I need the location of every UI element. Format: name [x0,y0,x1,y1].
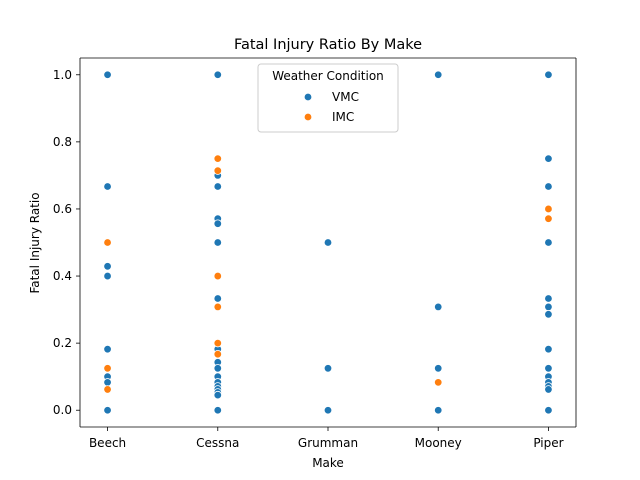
point-vmc-beech-6 [103,378,112,387]
point-vmc-piper-46 [544,406,553,415]
point-imc-beech-2 [103,385,112,394]
x-tick-label-mooney: Mooney [415,436,462,450]
point-vmc-piper-40 [544,344,553,354]
point-vmc-cessna-12 [213,219,222,228]
point-vmc-piper-45 [544,385,553,394]
point-vmc-piper-41 [544,364,553,373]
y-axis-title: Fatal Injury Ratio [28,192,42,293]
point-vmc-cessna-24 [213,390,222,400]
point-imc-cessna-3 [213,154,222,163]
point-vmc-grumman-26 [323,238,333,247]
y-tick-label-0.0: 0.0 [53,403,72,417]
x-tick-label-piper: Piper [533,436,563,450]
data-points [103,70,553,415]
legend-label-vmc: VMC [332,90,359,104]
point-vmc-mooney-32 [434,406,443,415]
axes: Beech Cessna Grumman Mooney Piper 0.0 0.2 0.4 0.… [53,57,577,450]
point-vmc-cessna-18 [213,364,222,373]
x-tick-label-cessna: Cessna [196,436,239,450]
point-vmc-beech-1 [103,182,112,191]
chart-title: Fatal Injury Ratio By Make [234,37,422,53]
point-vmc-mooney-31 [434,364,443,373]
x-tick-label-beech: Beech [89,436,126,450]
point-imc-beech-1 [103,364,112,373]
point-imc-mooney-9 [434,378,443,387]
point-vmc-cessna-13 [213,238,222,247]
point-vmc-beech-4 [103,344,112,354]
point-vmc-mooney-30 [434,302,443,312]
point-vmc-piper-38 [544,302,553,312]
point-vmc-piper-39 [544,310,553,319]
point-vmc-beech-0 [103,70,112,79]
legend-marker-vmc [303,92,313,102]
legend-title: Weather Condition [272,69,384,83]
point-imc-cessna-4 [213,166,222,175]
y-tick-label-0.2: 0.2 [53,336,72,350]
point-vmc-cessna-15 [213,294,222,303]
legend: Weather Condition VMC IMC [257,63,399,133]
point-imc-cessna-6 [213,302,222,312]
point-vmc-piper-35 [544,182,553,191]
point-vmc-beech-3 [103,271,112,281]
point-vmc-piper-36 [544,238,553,247]
point-vmc-cessna-8 [213,70,222,79]
legend-marker-imc [303,112,313,122]
point-imc-beech-0 [103,238,112,247]
point-vmc-piper-34 [544,154,553,163]
point-imc-piper-11 [544,214,553,223]
point-vmc-beech-2 [103,262,112,271]
point-vmc-cessna-25 [213,406,222,415]
point-imc-cessna-5 [213,271,222,281]
point-vmc-piper-37 [544,294,553,303]
point-vmc-beech-7 [103,406,112,415]
point-imc-cessna-8 [213,350,222,359]
x-tick-label-grumman: Grumman [298,436,358,450]
point-vmc-cessna-10 [213,182,222,191]
y-tick-label-0.8: 0.8 [53,135,72,149]
point-imc-cessna-7 [213,338,222,348]
point-vmc-mooney-29 [434,70,443,79]
point-imc-piper-10 [544,204,553,214]
legend-frame [257,63,399,133]
point-vmc-grumman-27 [323,364,333,373]
legend-label-imc: IMC [332,110,354,124]
y-tick-label-1.0: 1.0 [53,68,72,82]
y-tick-label-0.6: 0.6 [53,202,72,216]
point-vmc-grumman-28 [323,406,333,415]
y-tick-label-0.4: 0.4 [53,269,72,283]
point-vmc-piper-33 [544,70,553,79]
x-axis-title: Make [312,456,344,470]
